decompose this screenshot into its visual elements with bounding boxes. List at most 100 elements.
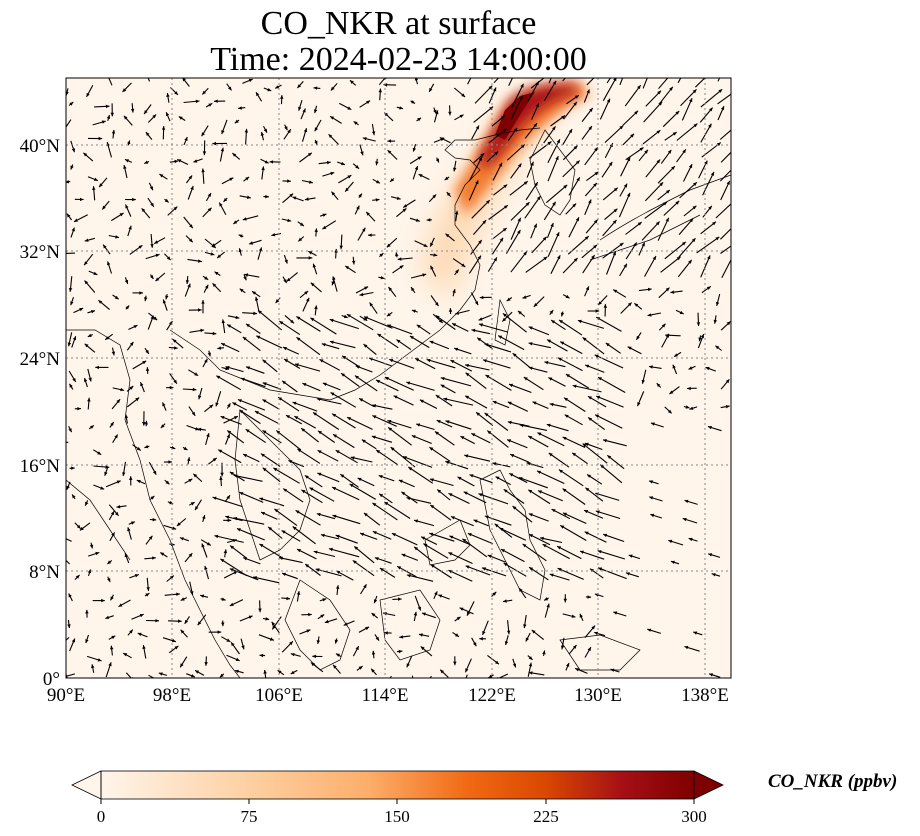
wind-arrow-head: [471, 71, 474, 75]
wind-arrow-head: [391, 533, 396, 537]
wind-arrow-head: [148, 535, 153, 540]
wind-arrow-head: [457, 476, 462, 481]
wind-arrow-shaft: [262, 429, 282, 444]
wind-arrow-head: [127, 527, 131, 532]
wind-arrow-head: [115, 235, 119, 239]
wind-arrow-head: [188, 238, 193, 243]
wind-arrow-head: [439, 137, 444, 141]
wind-arrow-head: [66, 180, 70, 184]
wind-arrow-head: [280, 95, 284, 99]
wind-arrow-head: [376, 180, 380, 184]
wind-arrow-shaft: [642, 129, 661, 145]
wind-arrow-head: [159, 174, 164, 178]
wind-arrow-head: [111, 635, 116, 640]
wind-arrow-head: [387, 419, 392, 424]
wind-arrow-head: [197, 621, 202, 626]
wind-arrow-head: [233, 416, 238, 420]
wind-arrow-head: [188, 175, 193, 180]
wind-arrow-shaft: [216, 375, 242, 391]
wind-arrow-head: [220, 147, 225, 152]
wind-arrow-head: [445, 420, 450, 424]
wind-arrow-shaft: [236, 527, 265, 541]
wind-arrow-head: [575, 217, 579, 222]
wind-arrow-head: [546, 423, 551, 428]
wind-arrow-head: [373, 599, 378, 604]
wind-arrow-head: [263, 670, 267, 674]
wind-arrow-head: [732, 224, 736, 228]
wind-arrow-shaft: [411, 434, 432, 445]
wind-arrow-shaft: [678, 237, 696, 258]
wind-arrow-shaft: [547, 231, 560, 258]
wind-arrow-head: [249, 241, 254, 245]
wind-arrow-head: [313, 86, 318, 90]
wind-arrow-head: [379, 568, 384, 572]
wind-arrow-head: [672, 132, 677, 136]
wind-arrow-head: [365, 626, 370, 631]
wind-arrow-head: [129, 629, 133, 634]
wind-arrow-head: [500, 115, 505, 120]
wind-arrow-head: [240, 377, 245, 381]
wind-arrow-head: [556, 139, 560, 144]
wind-arrow-head: [659, 182, 664, 187]
wind-arrow-shaft: [254, 410, 279, 424]
wind-arrow-head: [123, 115, 128, 120]
wind-arrow-head: [453, 661, 457, 666]
wind-arrow-head: [637, 222, 642, 226]
wind-arrow-head: [650, 64, 653, 68]
wind-arrow-shaft: [558, 469, 584, 487]
wind-arrow-head: [471, 328, 476, 333]
wind-arrow-shaft: [332, 433, 355, 449]
wind-arrow-shaft: [562, 488, 586, 505]
wind-arrow-head: [499, 237, 504, 242]
wind-arrow-shaft: [262, 467, 281, 483]
wind-arrow-head: [463, 681, 466, 685]
wind-arrow-head: [142, 422, 146, 426]
wind-arrow-head: [331, 191, 336, 196]
wind-arrow-head: [596, 395, 601, 400]
wind-arrow-head: [217, 630, 222, 634]
wind-arrow-head: [585, 487, 590, 492]
wind-arrow-shaft: [594, 354, 624, 369]
wind-arrow-shaft: [435, 315, 456, 330]
wind-arrow-head: [700, 334, 704, 339]
wind-arrow-head: [593, 183, 597, 187]
wind-arrow-head: [296, 316, 301, 320]
wind-arrow-head: [375, 198, 380, 202]
wind-arrow-shaft: [66, 636, 70, 641]
wind-arrow-head: [436, 420, 441, 424]
wind-arrow-head: [482, 630, 486, 635]
wind-arrow-head: [736, 88, 740, 92]
wind-arrow-shaft: [500, 548, 525, 563]
wind-arrow-head: [433, 253, 438, 257]
wind-arrow-shaft: [679, 181, 698, 199]
wind-arrow-shaft: [563, 101, 578, 120]
wind-arrow-head: [478, 240, 482, 244]
wind-arrow-head: [655, 221, 660, 226]
wind-arrow-head: [192, 387, 197, 392]
wind-arrow-shaft: [212, 496, 243, 508]
wind-arrow-shaft: [560, 524, 587, 541]
wind-arrow-head: [665, 287, 670, 292]
wind-arrow-head: [220, 558, 225, 563]
wind-arrow-head: [272, 625, 276, 630]
wind-arrow-head: [565, 374, 570, 378]
wind-arrow-head: [502, 128, 507, 133]
wind-arrow-head: [453, 167, 457, 172]
wind-arrow-head: [292, 526, 297, 531]
wind-arrow-head: [202, 90, 206, 95]
wind-arrow-head: [271, 621, 276, 626]
wind-arrow-head: [184, 137, 188, 141]
wind-arrow-head: [464, 454, 469, 458]
wind-arrow-head: [455, 269, 459, 274]
wind-arrow-head: [460, 436, 465, 440]
lon-tick-label: 122°E: [468, 685, 516, 706]
wind-arrow-head: [150, 275, 154, 279]
wind-arrow-head: [590, 568, 594, 573]
wind-arrow-shaft: [409, 335, 430, 349]
wind-arrow-head: [97, 658, 102, 662]
wind-arrow-head: [296, 591, 301, 595]
wind-arrow-shaft: [582, 254, 596, 274]
wind-arrow-head: [579, 613, 583, 618]
wind-arrow-head: [329, 547, 333, 552]
wind-arrow-head: [375, 636, 379, 641]
